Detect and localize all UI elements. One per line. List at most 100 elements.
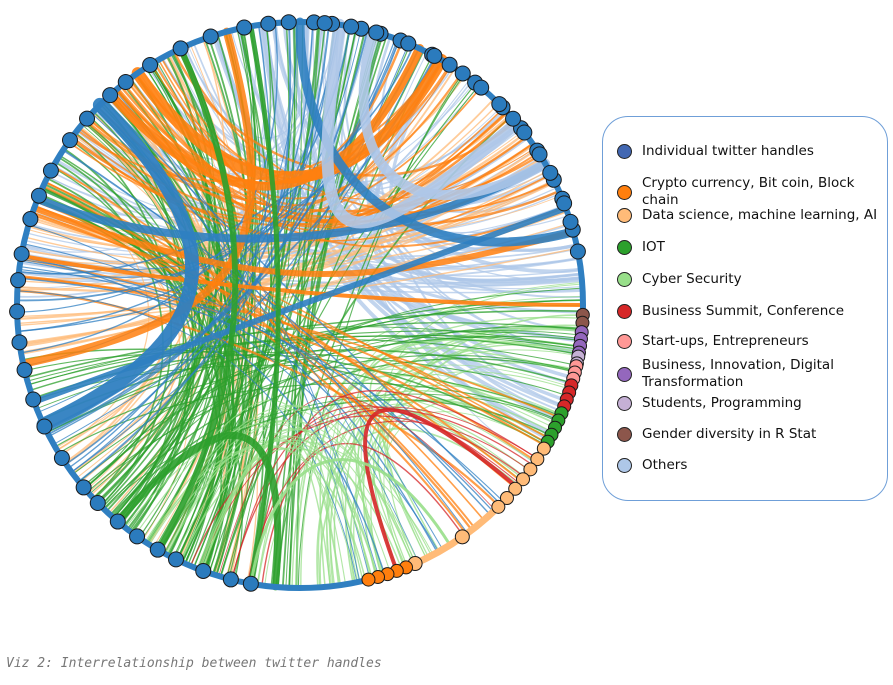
chord-link xyxy=(24,351,569,397)
chord-node xyxy=(102,87,119,104)
chord-link xyxy=(111,52,243,518)
chord-node xyxy=(9,303,26,320)
chord-link xyxy=(20,22,278,354)
chord-node xyxy=(260,15,277,32)
chord-link xyxy=(68,23,339,469)
legend-swatch xyxy=(617,304,632,319)
legend-item: Start-ups, Entrepreneurs xyxy=(617,333,882,350)
chord-links xyxy=(16,17,585,591)
chord-node xyxy=(109,513,126,530)
chord-link xyxy=(180,424,342,586)
chord-link xyxy=(28,224,440,553)
chord-nodes xyxy=(9,14,590,592)
chord-link xyxy=(184,21,298,564)
chord-node xyxy=(25,391,42,408)
chord-node xyxy=(172,40,189,57)
legend-label: IOT xyxy=(642,239,665,255)
chord-node xyxy=(202,28,219,45)
chord-link xyxy=(297,72,464,589)
chord-link xyxy=(20,173,553,354)
chord-link xyxy=(47,29,369,436)
chord-node xyxy=(236,19,253,36)
chord-link xyxy=(288,33,384,589)
legend-swatch xyxy=(617,366,632,382)
chord-link xyxy=(155,440,378,578)
legend-item: Crypto currency, Bit coin, Block chain xyxy=(617,175,882,209)
chord-node xyxy=(30,187,47,204)
chord-link xyxy=(19,260,494,513)
chord-link xyxy=(158,446,357,583)
legend-item: Others xyxy=(617,457,882,474)
chord-link xyxy=(36,97,200,432)
legend-swatch xyxy=(617,208,632,223)
chord-link xyxy=(114,431,282,591)
chord-node xyxy=(523,462,538,477)
chord-node xyxy=(368,24,385,41)
chord-node xyxy=(36,418,53,435)
chord-link xyxy=(125,71,463,200)
chord-link xyxy=(275,73,465,588)
chord-link xyxy=(31,205,577,278)
legend-swatch xyxy=(617,184,632,200)
chord-link xyxy=(44,21,292,431)
chord-link xyxy=(19,27,256,368)
legend-item: Data science, machine learning, AI xyxy=(617,207,882,224)
chord-node xyxy=(426,47,443,64)
chord-node xyxy=(491,499,506,514)
legend-label: Start-ups, Entrepreneurs xyxy=(642,333,809,349)
chord-link xyxy=(62,149,491,516)
figure-caption: Viz 2: Interrelationship between twitter… xyxy=(6,656,382,671)
legend-swatch xyxy=(617,458,632,473)
chord-link xyxy=(102,325,583,510)
legend-item: Gender diversity in R Stat xyxy=(617,426,882,443)
chord-node xyxy=(454,65,471,82)
chord-node xyxy=(531,146,548,163)
legend-swatch xyxy=(617,427,632,442)
chord-node xyxy=(16,361,33,378)
legend-label: Crypto currency, Bit coin, Block chain xyxy=(642,175,855,208)
legend-item: Business, Innovation, Digital Transforma… xyxy=(617,357,882,391)
chord-node xyxy=(516,472,531,487)
chord-node xyxy=(280,14,297,31)
chord-link xyxy=(176,37,254,562)
chord-node xyxy=(222,571,239,588)
chord-node xyxy=(117,74,134,91)
chord-node xyxy=(454,529,470,545)
chord-link xyxy=(86,354,576,493)
chord-node xyxy=(508,481,523,496)
chord-node xyxy=(556,195,573,212)
legend-label: Students, Programming xyxy=(642,395,802,411)
chord-node xyxy=(499,491,514,506)
chord-link xyxy=(16,290,358,583)
legend-item: IOT xyxy=(617,239,882,256)
chord-node xyxy=(142,56,159,73)
chord-link xyxy=(248,23,281,587)
legend-label: Cyber Security xyxy=(642,271,742,287)
chord-node xyxy=(542,164,559,181)
chord-link xyxy=(201,429,392,574)
legend-swatch xyxy=(617,272,632,287)
chord-link xyxy=(19,253,585,307)
legend-swatch xyxy=(617,396,632,411)
chord-link xyxy=(159,49,425,552)
legend-label: Gender diversity in R Stat xyxy=(642,426,817,442)
legend: Individual twitter handles Crypto currenc… xyxy=(602,116,888,501)
chord-link xyxy=(198,406,539,570)
chord-link xyxy=(232,21,295,581)
chord-link xyxy=(33,364,561,417)
chord-link xyxy=(337,368,556,583)
chord-link xyxy=(300,316,584,589)
chord-link xyxy=(231,408,534,581)
chord-node xyxy=(89,494,106,511)
legend-label: Others xyxy=(642,457,688,473)
chord-link xyxy=(321,18,523,229)
chord-node xyxy=(343,18,360,35)
chord-node xyxy=(53,449,70,466)
chord-node xyxy=(530,452,545,467)
legend-item: Students, Programming xyxy=(617,395,882,412)
chord-link xyxy=(96,106,534,227)
chord-link xyxy=(251,390,539,585)
legend-label: Business Summit, Conference xyxy=(642,303,845,319)
chord-node xyxy=(75,479,92,496)
chord-link xyxy=(48,24,271,437)
